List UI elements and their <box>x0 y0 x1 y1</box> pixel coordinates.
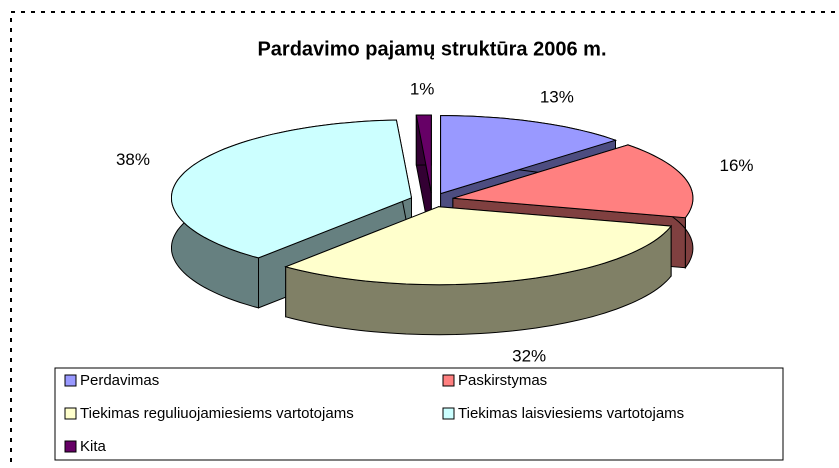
legend-box <box>54 367 784 461</box>
legend-swatch <box>64 374 77 387</box>
slice-top <box>440 115 618 195</box>
slice-top <box>284 206 673 286</box>
legend-label: Perdavimas <box>80 372 159 389</box>
data-label: 13% <box>540 88 574 107</box>
data-label: 1% <box>410 79 435 98</box>
legend-label: Tiekimas reguliuojamiesiems vartotojams <box>80 405 354 422</box>
legend-label: Kita <box>80 438 107 455</box>
chart-title: Pardavimo pajamų struktūra 2006 m. <box>257 38 606 60</box>
legend-label: Paskirstymas <box>458 372 547 389</box>
data-label: 32% <box>512 347 546 366</box>
legend: Perdavimas Paskirstymas Tiekimas reguliuoj… <box>64 372 684 455</box>
legend-label: Tiekimas laisviesiems vartotojams <box>458 405 684 422</box>
pie: 13% 16% 32% 38% 1% <box>116 79 754 365</box>
legend-swatch <box>442 407 455 420</box>
slice-top <box>452 144 694 219</box>
legend-swatch <box>64 440 77 453</box>
data-label: 16% <box>720 156 754 175</box>
legend-swatch <box>442 374 455 387</box>
slice-top <box>415 114 432 194</box>
pie-slice <box>284 205 673 336</box>
slice-top <box>171 119 413 259</box>
legend-swatch <box>64 407 77 420</box>
chart-border <box>10 11 839 468</box>
data-label: 38% <box>116 150 150 169</box>
